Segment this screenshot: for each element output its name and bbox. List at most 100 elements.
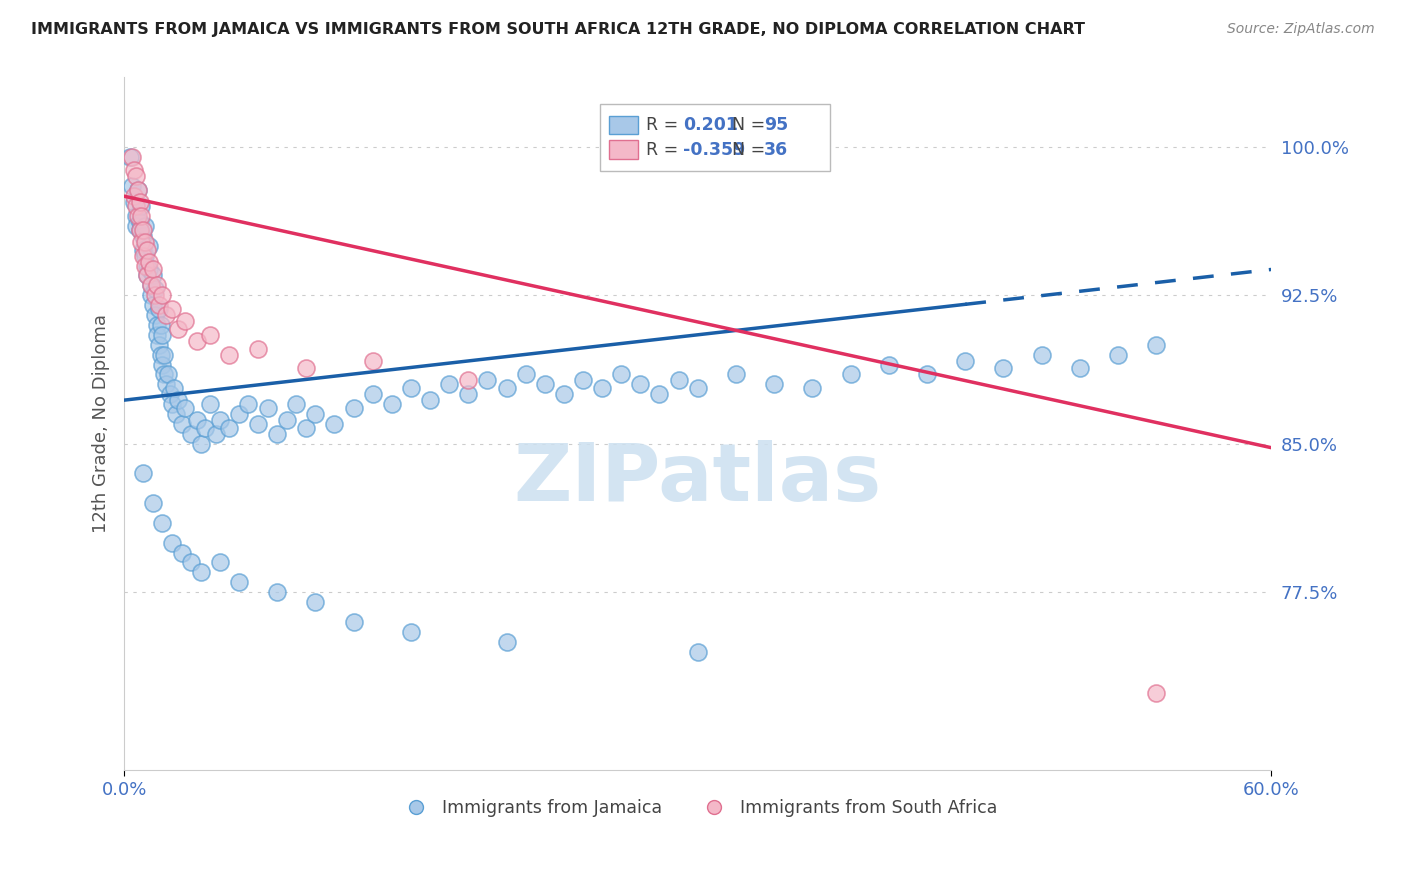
Point <box>238 397 260 411</box>
Point <box>121 150 143 164</box>
Point <box>128 215 150 229</box>
Point <box>247 342 270 356</box>
Point <box>125 209 148 223</box>
Point <box>128 195 150 210</box>
Point <box>247 417 270 431</box>
Point <box>295 361 318 376</box>
Point <box>419 393 441 408</box>
Point <box>180 556 202 570</box>
Point <box>127 183 149 197</box>
FancyBboxPatch shape <box>609 141 638 159</box>
Point <box>993 361 1015 376</box>
Point <box>1107 348 1129 362</box>
Point <box>132 467 155 481</box>
Point <box>628 377 651 392</box>
Point <box>131 209 153 223</box>
Point <box>153 368 176 382</box>
Point <box>399 381 422 395</box>
Point <box>193 421 215 435</box>
Point <box>218 421 240 435</box>
Point <box>1031 348 1053 362</box>
Point <box>125 199 148 213</box>
Point <box>174 401 197 415</box>
Point <box>190 436 212 450</box>
Point <box>180 426 202 441</box>
Point <box>915 368 938 382</box>
Point <box>142 262 165 277</box>
Point <box>686 644 709 658</box>
Point <box>136 268 159 283</box>
Point <box>572 373 595 387</box>
FancyBboxPatch shape <box>609 116 638 134</box>
Point <box>118 150 141 164</box>
Point <box>132 228 155 243</box>
Text: N =: N = <box>721 141 770 159</box>
Point <box>148 301 170 316</box>
Point <box>495 634 517 648</box>
Point <box>208 556 231 570</box>
Point <box>170 417 193 431</box>
Text: 0.201: 0.201 <box>683 116 738 134</box>
Point <box>134 259 156 273</box>
Text: R =: R = <box>645 141 683 159</box>
Text: N =: N = <box>721 116 770 134</box>
Point <box>132 243 155 257</box>
Point <box>159 387 181 401</box>
Text: IMMIGRANTS FROM JAMAICA VS IMMIGRANTS FROM SOUTH AFRICA 12TH GRADE, NO DIPLOMA C: IMMIGRANTS FROM JAMAICA VS IMMIGRANTS FR… <box>31 22 1085 37</box>
Point <box>165 407 187 421</box>
Point <box>361 353 384 368</box>
Point <box>668 373 690 387</box>
Text: -0.359: -0.359 <box>683 141 745 159</box>
Point <box>553 387 575 401</box>
Point <box>477 373 499 387</box>
Point <box>160 301 183 316</box>
Point <box>186 413 208 427</box>
Point <box>121 179 143 194</box>
Text: 36: 36 <box>765 141 789 159</box>
Point <box>143 288 166 302</box>
Point <box>152 358 174 372</box>
Point <box>839 368 862 382</box>
Point <box>142 298 165 312</box>
Point <box>1144 686 1167 700</box>
Point <box>285 397 308 411</box>
Point <box>132 249 155 263</box>
Point <box>153 348 176 362</box>
Point <box>763 377 786 392</box>
Point <box>132 223 155 237</box>
Point <box>515 368 537 382</box>
Point <box>142 496 165 510</box>
Point <box>610 368 633 382</box>
Y-axis label: 12th Grade, No Diploma: 12th Grade, No Diploma <box>93 314 110 533</box>
Point <box>122 189 145 203</box>
Point <box>200 397 222 411</box>
Point <box>399 624 422 639</box>
Point <box>122 195 145 210</box>
Point <box>801 381 824 395</box>
Point <box>128 223 150 237</box>
Text: 95: 95 <box>765 116 789 134</box>
Point <box>125 219 148 233</box>
Point <box>648 387 671 401</box>
Point <box>138 238 160 252</box>
Point <box>163 381 186 395</box>
Point <box>127 183 149 197</box>
Point <box>138 262 160 277</box>
Point <box>149 348 172 362</box>
Point <box>125 169 148 184</box>
Point <box>200 327 222 342</box>
Point <box>205 426 228 441</box>
Point <box>145 278 167 293</box>
Point <box>457 387 479 401</box>
Point <box>134 249 156 263</box>
Point <box>1144 337 1167 351</box>
Point <box>724 368 747 382</box>
Point <box>122 163 145 178</box>
Point <box>136 259 159 273</box>
Point <box>591 381 613 395</box>
Point <box>152 288 174 302</box>
Point <box>152 516 174 530</box>
Text: R =: R = <box>645 116 683 134</box>
Point <box>145 327 167 342</box>
Point <box>437 377 460 392</box>
